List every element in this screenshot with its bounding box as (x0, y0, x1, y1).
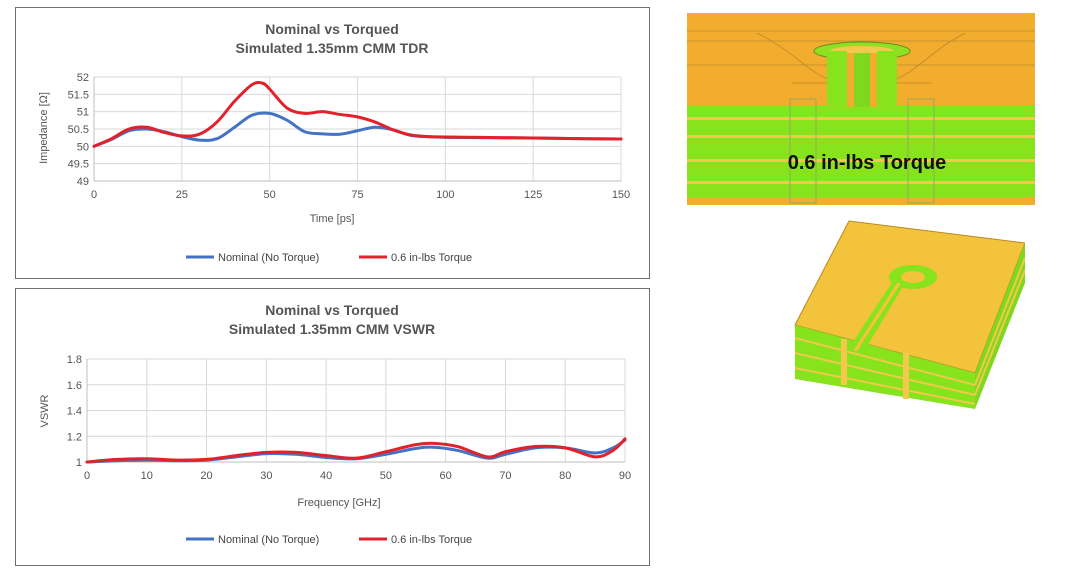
vswr-y-tick-label: 1.2 (67, 431, 82, 443)
vswr-x-tick-label: 70 (499, 470, 511, 482)
tdr-legend-label-nominal: Nominal (No Torque) (218, 252, 319, 264)
vswr-x-tick-label: 90 (619, 470, 631, 482)
render-via-structures (789, 98, 935, 204)
vswr-chart-title: Nominal vs Torqued (265, 302, 399, 318)
tdr-y-axis-title: Impedance [Ω] (38, 92, 50, 164)
tdr-y-tick-label: 49.5 (68, 159, 89, 171)
vswr-x-axis-title: Frequency [GHz] (297, 497, 380, 509)
vswr-legend-label-torque: 0.6 in-lbs Torque (391, 534, 472, 546)
vswr-series-line-torque (85, 437, 627, 464)
vswr-x-tick-label: 50 (380, 470, 392, 482)
tdr-chart-title: Nominal vs Torqued (265, 21, 399, 37)
tdr-series-line-torque (92, 81, 623, 148)
isometric-render (794, 220, 1025, 409)
block-layer-lines (794, 257, 1025, 405)
render-signal-pin (813, 41, 911, 107)
vswr-chart: Nominal vs Torqued Simulated 1.35mm CMM … (39, 302, 631, 546)
tdr-y-tick-label: 50 (77, 141, 89, 153)
vswr-y-tick-label: 1.4 (67, 406, 82, 418)
vswr-legend-label-nominal: Nominal (No Torque) (218, 534, 319, 546)
tdr-y-tick-label: 51.5 (68, 89, 89, 101)
tdr-x-axis-title: Time [ps] (310, 213, 355, 225)
vswr-x-tick-label: 40 (320, 470, 332, 482)
vswr-x-tick-label: 60 (440, 470, 452, 482)
tdr-y-tick-label: 51 (77, 107, 89, 119)
tdr-chart-subtitle: Simulated 1.35mm CMM TDR (236, 40, 429, 56)
tdr-legend-label-torque: 0.6 in-lbs Torque (391, 252, 472, 264)
tdr-x-tick-label: 25 (176, 189, 188, 201)
vswr-y-tick-label: 1.8 (67, 354, 82, 366)
tdr-x-tick-label: 100 (436, 189, 454, 201)
vswr-x-tick-label: 80 (559, 470, 571, 482)
vswr-y-tick-label: 1.6 (67, 380, 82, 392)
render-dielectric-layers (687, 105, 1035, 205)
tdr-x-tick-label: 125 (524, 189, 542, 201)
block-via-marks (841, 339, 909, 399)
tdr-x-tick-label: 0 (91, 189, 97, 201)
vswr-chart-panel: Nominal vs Torqued Simulated 1.35mm CMM … (15, 288, 650, 566)
tdr-chart-panel: Nominal vs Torqued Simulated 1.35mm CMM … (15, 7, 650, 279)
vswr-chart-subtitle: Simulated 1.35mm CMM VSWR (229, 321, 435, 337)
tdr-x-tick-label: 50 (264, 189, 276, 201)
cross-section-render: 0.6 in-lbs Torque (687, 13, 1035, 205)
vswr-x-tick-label: 20 (200, 470, 212, 482)
block-front-face (795, 325, 975, 409)
vswr-x-tick-label: 30 (260, 470, 272, 482)
tdr-x-tick-label: 75 (351, 189, 363, 201)
torque-label: 0.6 in-lbs Torque (788, 152, 947, 174)
tdr-y-tick-label: 50.5 (68, 124, 89, 136)
tdr-x-tick-label: 150 (612, 189, 630, 201)
block-signal-trace (847, 265, 937, 353)
tdr-y-tick-label: 49 (77, 176, 89, 188)
vswr-x-tick-label: 0 (84, 470, 90, 482)
block-side-face (975, 243, 1025, 409)
tdr-y-tick-label: 52 (77, 72, 89, 84)
vswr-x-tick-label: 10 (141, 470, 153, 482)
tdr-chart: Nominal vs Torqued Simulated 1.35mm CMM … (38, 21, 630, 264)
vswr-y-axis-title: VSWR (39, 394, 51, 427)
vswr-y-tick-label: 1 (76, 457, 82, 469)
